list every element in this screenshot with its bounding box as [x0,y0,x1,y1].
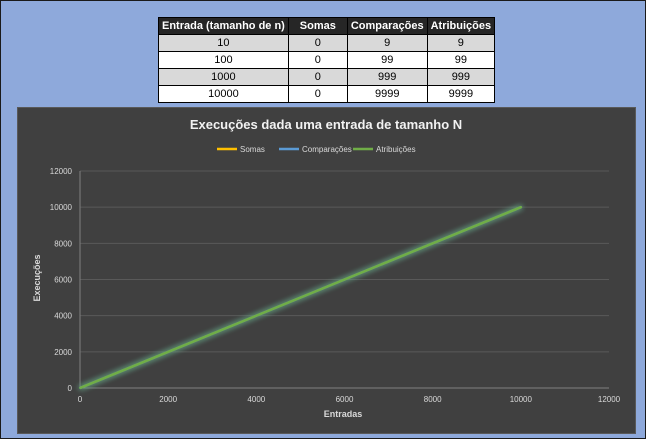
x-axis-ticks: 0 2000 4000 6000 8000 10000 12000 [78,395,621,404]
table-cell: 0 [287,68,348,86]
table-cell: 9 [346,34,428,52]
table-row: 1000 0 999 999 [158,68,496,86]
data-table: Entrada (tamanho de n) Somas Comparações… [158,17,496,103]
x-tick-label: 0 [78,395,83,404]
series-line-2 [79,205,523,390]
y-axis-label: Execuções [32,254,42,301]
y-tick-label: 12000 [50,167,73,176]
y-tick-label: 4000 [54,312,72,321]
chart-series [79,205,523,390]
x-axis-label: Entradas [324,409,363,419]
chart-legend: Somas Comparações Atribuições [217,145,416,154]
table-cell: 9999 [346,85,428,103]
column-header-somas: Somas [287,17,348,35]
table-cell: 9999 [426,85,496,103]
table-cell: 10 [158,34,289,52]
y-tick-label: 8000 [54,239,72,248]
table-cell: 0 [287,51,348,69]
x-tick-label: 10000 [510,395,533,404]
legend-label: Comparações [302,145,352,154]
table-cell: 1000 [158,68,289,86]
table-row: 10 0 9 9 [158,34,496,52]
y-axis-ticks: 0 2000 4000 6000 8000 10000 12000 [50,167,73,393]
table-cell: 0 [287,34,348,52]
table-row: 100 0 99 99 [158,51,496,69]
x-tick-label: 6000 [336,395,354,404]
table-cell: 10000 [158,85,289,103]
legend-label: Atribuições [376,145,416,154]
y-tick-label: 0 [68,384,73,393]
table-cell: 100 [158,51,289,69]
table-header-row: Entrada (tamanho de n) Somas Comparações… [158,17,496,35]
table-cell: 999 [346,68,428,86]
table-cell: 0 [287,85,348,103]
y-tick-label: 10000 [50,203,73,212]
y-tick-label: 6000 [54,276,72,285]
table-cell: 99 [426,51,496,69]
chart-title: Execuções dada uma entrada de tamanho N [190,117,462,132]
column-header-comparacoes: Comparações [346,17,428,35]
chart-panel[interactable]: Execuções dada uma entrada de tamanho N … [17,107,636,434]
table-cell: 999 [426,68,496,86]
x-tick-label: 8000 [424,395,442,404]
x-tick-label: 2000 [159,395,177,404]
column-header-atribuicoes: Atribuições [426,17,496,35]
table-cell: 9 [426,34,496,52]
y-tick-label: 2000 [54,348,72,357]
line-chart: Execuções dada uma entrada de tamanho N … [32,117,621,419]
table-row: 10000 0 9999 9999 [158,85,496,103]
x-tick-label: 4000 [247,395,265,404]
x-tick-label: 12000 [598,395,621,404]
column-header-entrada: Entrada (tamanho de n) [158,17,289,35]
table-cell: 99 [346,51,428,69]
legend-label: Somas [240,145,265,154]
